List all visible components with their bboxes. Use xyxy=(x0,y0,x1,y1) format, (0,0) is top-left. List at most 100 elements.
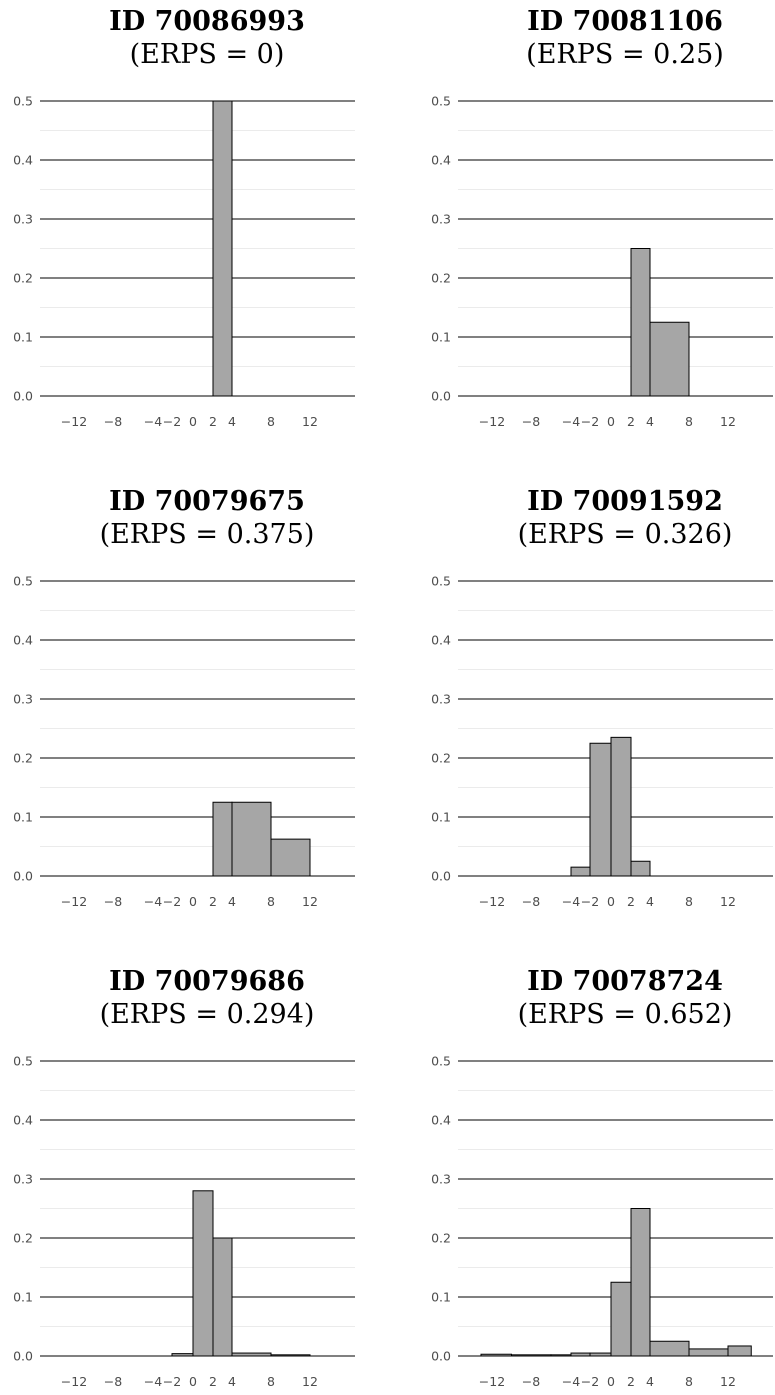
chart-subtitle: (ERPS = 0.294) xyxy=(100,999,315,1030)
histogram-bar xyxy=(570,866,591,877)
x-tick-label: 2 xyxy=(627,1374,635,1389)
histogram-bar xyxy=(231,1352,272,1357)
x-tick-label: 0 xyxy=(607,414,615,429)
x-tick-label: −4 xyxy=(562,414,580,429)
histogram-svg: ID 70079675(ERPS = 0.375) 0.0 0.1 0.2 0.3 0.4… xyxy=(13,486,355,909)
x-tick-label: 4 xyxy=(228,1374,236,1389)
x-tick-label: 12 xyxy=(302,1374,318,1389)
y-tick-label: 0.3 xyxy=(13,1172,33,1187)
histogram-bar xyxy=(270,838,311,877)
y-tick-label: 0.1 xyxy=(13,1290,33,1305)
y-tick-label: 0.5 xyxy=(431,1054,451,1069)
x-tick-label: 4 xyxy=(646,414,654,429)
histogram-bar xyxy=(212,1237,233,1357)
x-tick-label: −8 xyxy=(522,894,540,909)
y-tick-label: 0.1 xyxy=(13,810,33,825)
x-tick-label: 4 xyxy=(646,1374,654,1389)
histogram-svg: ID 70081106(ERPS = 0.25) 0.0 0.1 0.2 0.3 0.4 0… xyxy=(431,6,773,429)
x-tick-label: 12 xyxy=(302,414,318,429)
x-tick-label: −8 xyxy=(104,414,122,429)
chart-title: ID 70079675 xyxy=(109,486,305,517)
x-tick-label: 0 xyxy=(189,894,197,909)
y-tick-label: 0.0 xyxy=(13,869,33,884)
x-tick-label: 8 xyxy=(685,1374,693,1389)
y-tick-label: 0.5 xyxy=(13,94,33,109)
y-tick-label: 0.2 xyxy=(13,1231,33,1246)
x-tick-label: 8 xyxy=(267,414,275,429)
x-tick-label: 2 xyxy=(209,1374,217,1389)
chart-title: ID 70081106 xyxy=(527,6,723,37)
x-tick-label: 0 xyxy=(189,414,197,429)
x-tick-label: 2 xyxy=(209,894,217,909)
histogram-bar xyxy=(610,1281,632,1357)
x-tick-label: 8 xyxy=(685,414,693,429)
x-tick-label: −4 xyxy=(144,414,162,429)
x-tick-label: −2 xyxy=(163,1374,181,1389)
x-tick-label: −12 xyxy=(61,894,87,909)
y-tick-label: 0.4 xyxy=(431,153,451,168)
chart-subtitle: (ERPS = 0.652) xyxy=(518,999,733,1030)
y-tick-label: 0.5 xyxy=(431,94,451,109)
x-tick-label: 4 xyxy=(228,894,236,909)
x-tick-label: 12 xyxy=(720,414,736,429)
chart-title: ID 70091592 xyxy=(527,486,723,517)
chart-panel: ID 70081106 (ERPS = 0.25) 0.0 0.1 0.2 0.3 0.4 0… xyxy=(418,0,775,430)
y-tick-label: 0.3 xyxy=(13,692,33,707)
x-tick-label: −12 xyxy=(479,414,505,429)
x-tick-label: 12 xyxy=(720,1374,736,1389)
chart-panel: ID 70079675 (ERPS = 0.375) 0.0 0.1 0.2 0.3 0.4… xyxy=(0,480,372,910)
y-tick-label: 0.2 xyxy=(431,751,451,766)
histogram-bar xyxy=(610,736,632,877)
x-tick-label: 0 xyxy=(607,1374,615,1389)
histogram-bar xyxy=(570,1352,591,1357)
histogram-svg: ID 70091592(ERPS = 0.326) 0.0 0.1 0.2 0.3 0.4… xyxy=(431,486,773,909)
y-tick-label: 0.2 xyxy=(431,271,451,286)
y-tick-label: 0.4 xyxy=(431,1113,451,1128)
histogram-bar xyxy=(649,1340,690,1357)
x-tick-label: −12 xyxy=(479,1374,505,1389)
histogram-bar xyxy=(212,801,233,877)
histogram-bar xyxy=(589,742,612,877)
y-tick-label: 0.4 xyxy=(13,633,33,648)
x-tick-label: −8 xyxy=(104,1374,122,1389)
histogram-svg: ID 70086993(ERPS = 0) 0.0 0.1 0.2 0.3 0.4 0.5 −… xyxy=(13,6,355,429)
y-tick-label: 0.3 xyxy=(431,212,451,227)
y-tick-label: 0.4 xyxy=(13,153,33,168)
histogram-bar xyxy=(589,1352,612,1357)
histogram-bar xyxy=(727,1345,752,1357)
y-tick-label: 0.5 xyxy=(13,574,33,589)
chart-subtitle: (ERPS = 0.375) xyxy=(100,519,315,550)
x-tick-label: 8 xyxy=(267,1374,275,1389)
x-tick-label: −4 xyxy=(144,1374,162,1389)
histogram-bar xyxy=(212,100,233,397)
x-tick-label: 12 xyxy=(302,894,318,909)
histogram-bar xyxy=(630,860,651,877)
histogram-bar xyxy=(630,248,651,397)
chart-subtitle: (ERPS = 0) xyxy=(130,39,285,70)
histogram-svg: ID 70079686(ERPS = 0.294) 0.0 0.1 0.2 0.3 0.4… xyxy=(13,966,355,1389)
x-tick-label: 8 xyxy=(267,894,275,909)
y-tick-label: 0.1 xyxy=(431,1290,451,1305)
x-tick-label: 4 xyxy=(646,894,654,909)
x-tick-label: −2 xyxy=(581,414,599,429)
x-tick-label: −12 xyxy=(61,1374,87,1389)
x-tick-label: −4 xyxy=(562,894,580,909)
y-tick-label: 0.2 xyxy=(431,1231,451,1246)
histogram-bar xyxy=(649,321,690,397)
y-tick-label: 0.0 xyxy=(13,389,33,404)
x-tick-label: 0 xyxy=(189,1374,197,1389)
x-tick-label: 12 xyxy=(720,894,736,909)
x-tick-label: −2 xyxy=(581,1374,599,1389)
x-tick-label: 2 xyxy=(627,894,635,909)
chart-panel: ID 70078724 (ERPS = 0.652) 0.0 0.1 0.2 0.3 0.4… xyxy=(418,960,775,1390)
y-tick-label: 0.5 xyxy=(13,1054,33,1069)
chart-subtitle: (ERPS = 0.25) xyxy=(526,39,724,70)
y-tick-label: 0.4 xyxy=(13,1113,33,1128)
x-tick-label: −12 xyxy=(61,414,87,429)
y-tick-label: 0.1 xyxy=(13,330,33,345)
histogram-bar xyxy=(192,1190,214,1357)
histogram-bar xyxy=(231,801,272,877)
histogram-bar xyxy=(550,1354,572,1357)
histogram-bar xyxy=(171,1353,194,1357)
y-tick-label: 0.5 xyxy=(431,574,451,589)
